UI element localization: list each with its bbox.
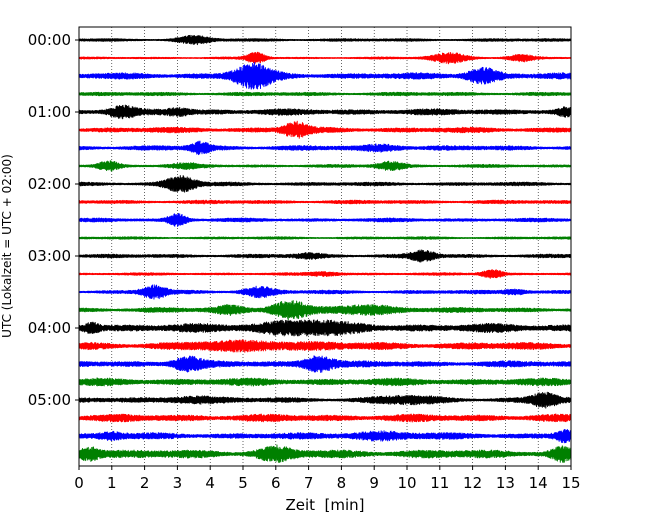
y-tick-label-04:00: 04:00 [28, 319, 71, 337]
trace-0215 [78, 199, 572, 205]
trace-0530 [78, 428, 572, 444]
trace-0400 [78, 319, 572, 337]
x-tick-label-8: 8 [337, 474, 347, 492]
x-tick-label-14: 14 [529, 474, 548, 492]
trace-0300 [78, 249, 572, 263]
trace-0330 [78, 284, 572, 300]
x-tick-label-12: 12 [463, 474, 482, 492]
y-tick-label-00:00: 00:00 [28, 31, 71, 49]
trace-0415 [78, 339, 572, 353]
trace-0100 [78, 104, 572, 120]
trace-0045 [78, 91, 572, 97]
x-tick-label-10: 10 [397, 474, 416, 492]
y-tick-label-03:00: 03:00 [28, 247, 71, 265]
trace-0545 [78, 444, 572, 463]
trace-0515 [78, 413, 572, 423]
trace-0500 [78, 391, 572, 409]
x-tick-label-2: 2 [140, 474, 150, 492]
x-tick-label-15: 15 [561, 474, 580, 492]
x-tick-label-6: 6 [271, 474, 281, 492]
y-axis-ticks: 00:00 01:00 02:00 03:00 04:00 05:00 [28, 31, 79, 409]
trace-0230 [78, 213, 572, 228]
traces [78, 34, 572, 463]
x-tick-label-7: 7 [304, 474, 314, 492]
trace-0430 [78, 355, 572, 373]
trace-0445 [78, 377, 572, 387]
vertical-grid [111, 27, 539, 466]
x-axis-ticks: 0 1 2 3 4 5 6 7 8 9 10 11 12 13 14 15 [74, 466, 581, 492]
trace-0315 [78, 269, 572, 279]
trace-0030 [78, 62, 572, 90]
x-tick-label-1: 1 [107, 474, 117, 492]
y-tick-label-05:00: 05:00 [28, 391, 71, 409]
x-tick-label-13: 13 [496, 474, 515, 492]
trace-0200 [78, 175, 572, 193]
x-tick-label-5: 5 [238, 474, 248, 492]
trace-0145 [78, 160, 572, 172]
x-tick-label-4: 4 [205, 474, 215, 492]
x-axis-label: Zeit [min] [285, 496, 364, 514]
trace-0000 [78, 34, 572, 46]
y-axis-label: UTC (Lokalzeit = UTC + 02:00) [0, 154, 14, 338]
y-tick-label-01:00: 01:00 [28, 103, 71, 121]
x-tick-label-11: 11 [430, 474, 449, 492]
plot-frame [78, 26, 572, 467]
trace-0115 [78, 120, 572, 139]
trace-0245 [78, 236, 572, 240]
trace-0345 [78, 300, 572, 321]
x-tick-label-9: 9 [369, 474, 379, 492]
trace-0130 [78, 140, 572, 156]
x-tick-label-3: 3 [173, 474, 183, 492]
y-tick-label-02:00: 02:00 [28, 175, 71, 193]
trace-0015 [78, 51, 572, 65]
x-tick-label-0: 0 [74, 474, 84, 492]
